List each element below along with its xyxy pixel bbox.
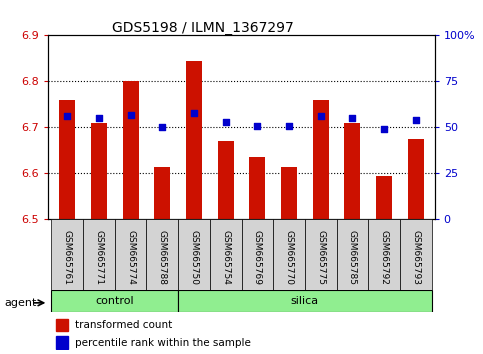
- Text: GSM665785: GSM665785: [348, 230, 357, 285]
- Text: control: control: [96, 296, 134, 306]
- Text: GSM665754: GSM665754: [221, 230, 230, 285]
- FancyBboxPatch shape: [52, 219, 83, 290]
- FancyBboxPatch shape: [368, 219, 400, 290]
- Point: [95, 115, 103, 121]
- Bar: [155, 166, 170, 219]
- Text: GSM665769: GSM665769: [253, 230, 262, 285]
- Point: [412, 117, 420, 123]
- Point: [254, 123, 261, 129]
- Text: GSM665750: GSM665750: [189, 230, 199, 285]
- Text: GSM665771: GSM665771: [95, 230, 103, 285]
- FancyBboxPatch shape: [178, 290, 431, 312]
- Point: [190, 110, 198, 115]
- Bar: [186, 61, 202, 219]
- FancyBboxPatch shape: [242, 219, 273, 290]
- Text: GSM665775: GSM665775: [316, 230, 325, 285]
- Text: GSM665792: GSM665792: [380, 230, 388, 285]
- FancyBboxPatch shape: [210, 219, 242, 290]
- FancyBboxPatch shape: [400, 219, 431, 290]
- Point: [222, 119, 229, 125]
- FancyBboxPatch shape: [115, 219, 146, 290]
- Bar: [123, 81, 139, 219]
- Bar: [376, 176, 392, 219]
- Text: GSM665770: GSM665770: [284, 230, 294, 285]
- Bar: [56, 336, 68, 349]
- Text: GDS5198 / ILMN_1367297: GDS5198 / ILMN_1367297: [112, 21, 294, 35]
- Bar: [408, 139, 424, 219]
- Point: [158, 125, 166, 130]
- Bar: [344, 123, 360, 219]
- Text: transformed count: transformed count: [75, 320, 172, 330]
- Point: [63, 114, 71, 119]
- FancyBboxPatch shape: [305, 219, 337, 290]
- FancyBboxPatch shape: [273, 219, 305, 290]
- Bar: [218, 141, 234, 219]
- Point: [380, 126, 388, 132]
- Bar: [59, 100, 75, 219]
- Bar: [281, 166, 297, 219]
- Text: GSM665761: GSM665761: [63, 230, 72, 285]
- Text: GSM665793: GSM665793: [411, 230, 420, 285]
- Point: [317, 114, 325, 119]
- Text: silica: silica: [291, 296, 319, 306]
- Text: percentile rank within the sample: percentile rank within the sample: [75, 338, 251, 348]
- Text: GSM665774: GSM665774: [126, 230, 135, 285]
- FancyBboxPatch shape: [337, 219, 368, 290]
- Bar: [313, 100, 328, 219]
- Point: [349, 115, 356, 121]
- FancyBboxPatch shape: [83, 219, 115, 290]
- Text: agent: agent: [5, 298, 37, 308]
- Point: [285, 123, 293, 129]
- FancyBboxPatch shape: [52, 290, 178, 312]
- FancyBboxPatch shape: [146, 219, 178, 290]
- Point: [127, 112, 134, 118]
- FancyBboxPatch shape: [178, 219, 210, 290]
- Text: GSM665788: GSM665788: [158, 230, 167, 285]
- Bar: [56, 319, 68, 331]
- Bar: [91, 123, 107, 219]
- Bar: [249, 157, 265, 219]
